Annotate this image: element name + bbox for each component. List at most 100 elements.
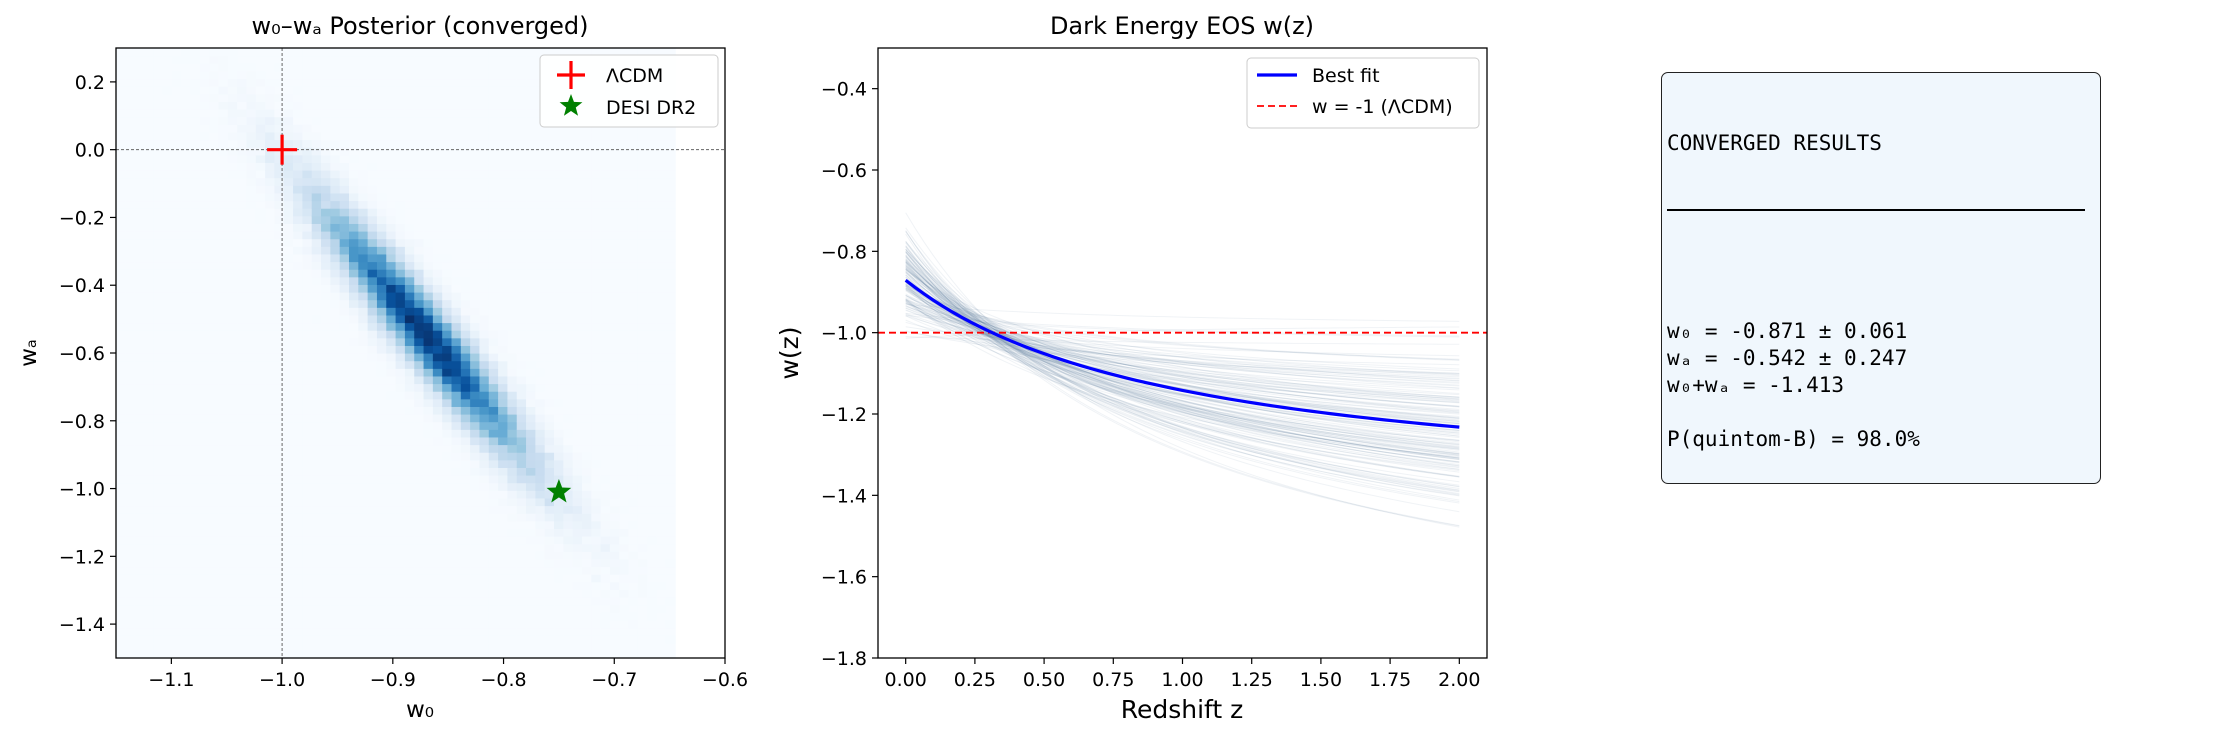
histogram-bin	[498, 322, 509, 331]
histogram-bin	[479, 398, 490, 407]
histogram-bin	[665, 162, 676, 171]
histogram-bin	[460, 307, 471, 316]
histogram-bin	[134, 551, 145, 560]
histogram-bin	[479, 505, 490, 514]
histogram-bin	[628, 429, 639, 438]
histogram-bin	[554, 536, 564, 545]
histogram-bin	[442, 421, 453, 430]
histogram-bin	[311, 589, 322, 598]
sample-curve	[905, 268, 1460, 455]
histogram-bin	[293, 459, 303, 468]
sample-curve	[905, 298, 1460, 445]
histogram-bin	[544, 635, 555, 644]
histogram-bin	[637, 627, 648, 636]
histogram-bin	[414, 314, 425, 324]
histogram-bin	[535, 566, 546, 575]
histogram-bin	[162, 543, 173, 552]
histogram-bin	[237, 475, 248, 484]
histogram-bin	[302, 101, 313, 110]
histogram-bin	[227, 642, 238, 651]
histogram-bin	[116, 139, 126, 148]
histogram-bin	[442, 444, 453, 453]
histogram-bin	[237, 177, 248, 186]
histogram-bin	[591, 48, 602, 57]
histogram-bin	[386, 414, 397, 423]
histogram-bin	[265, 635, 276, 644]
histogram-bin	[637, 48, 648, 57]
histogram-bin	[209, 261, 220, 270]
histogram-bin	[218, 345, 229, 354]
histogram-bin	[274, 604, 285, 613]
histogram-bin	[386, 246, 397, 255]
histogram-bin	[404, 520, 415, 529]
histogram-bin	[293, 200, 303, 209]
histogram-bin	[199, 604, 210, 613]
histogram-bin	[237, 101, 248, 110]
histogram-bin	[581, 292, 592, 301]
histogram-bin	[507, 170, 518, 179]
histogram-bin	[237, 261, 248, 270]
histogram-bin	[367, 208, 378, 217]
histogram-bin	[516, 314, 527, 324]
histogram-bin	[171, 482, 182, 491]
histogram-bin	[535, 131, 546, 141]
histogram-bin	[656, 558, 667, 568]
histogram-bin	[171, 322, 182, 331]
histogram-bin	[134, 642, 145, 651]
histogram-bin	[554, 589, 564, 598]
histogram-bin	[498, 192, 509, 202]
histogram-bin	[572, 574, 583, 583]
histogram-bin	[507, 414, 518, 423]
histogram-bin	[293, 627, 303, 636]
histogram-bin	[274, 86, 285, 95]
histogram-bin	[460, 375, 471, 385]
histogram-bin	[302, 429, 313, 438]
histogram-bin	[134, 86, 145, 95]
histogram-bin	[190, 406, 201, 415]
histogram-bin	[609, 162, 620, 171]
histogram-bin	[302, 406, 313, 415]
histogram-bin	[460, 497, 471, 507]
histogram-bin	[218, 543, 229, 552]
histogram-bin	[255, 566, 266, 575]
histogram-bin	[544, 307, 555, 316]
histogram-bin	[665, 353, 676, 362]
histogram-bin	[498, 116, 509, 125]
histogram-bin	[134, 147, 145, 156]
histogram-bin	[637, 452, 648, 461]
histogram-bin	[311, 307, 322, 316]
histogram-bin	[153, 650, 164, 659]
histogram-bin	[171, 635, 182, 644]
histogram-bin	[395, 116, 406, 125]
histogram-bin	[283, 360, 294, 369]
histogram-bin	[404, 93, 415, 102]
histogram-bin	[488, 154, 499, 163]
histogram-bin	[423, 139, 434, 148]
histogram-bin	[470, 215, 481, 224]
histogram-bin	[321, 78, 331, 87]
histogram-bin	[237, 78, 248, 87]
histogram-bin	[321, 231, 331, 240]
histogram-bin	[293, 589, 303, 598]
histogram-bin	[544, 360, 555, 369]
histogram-bin	[442, 497, 453, 507]
histogram-bin	[171, 253, 182, 263]
histogram-bin	[339, 93, 350, 102]
histogram-bin	[460, 536, 471, 545]
histogram-bin	[321, 528, 331, 537]
histogram-bin	[600, 353, 611, 362]
histogram-bin	[153, 70, 164, 80]
histogram-bin	[581, 581, 592, 590]
histogram-bin	[283, 513, 294, 522]
histogram-bin	[199, 520, 210, 529]
histogram-bin	[572, 482, 583, 491]
histogram-bin	[470, 208, 481, 217]
histogram-bin	[199, 292, 210, 301]
histogram-bin	[181, 307, 192, 316]
histogram-bin	[470, 513, 481, 522]
histogram-bin	[116, 406, 126, 415]
histogram-bin	[274, 284, 285, 293]
histogram-bin	[600, 536, 611, 545]
histogram-bin	[581, 482, 592, 491]
